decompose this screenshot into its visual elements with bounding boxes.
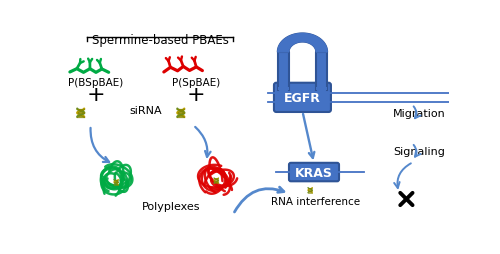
Bar — [278, 87, 288, 91]
Polygon shape — [278, 34, 327, 53]
Text: P(SpBAE): P(SpBAE) — [172, 78, 220, 88]
Text: +: + — [187, 84, 206, 104]
Text: Polyplexes: Polyplexes — [142, 201, 201, 211]
Bar — [316, 53, 327, 90]
Text: Signaling: Signaling — [394, 147, 446, 157]
Text: Migration: Migration — [393, 108, 446, 118]
Text: +: + — [87, 84, 106, 104]
FancyBboxPatch shape — [289, 163, 339, 182]
Text: Spermine-based PBAEs: Spermine-based PBAEs — [92, 34, 228, 47]
Bar — [316, 87, 327, 91]
Text: EGFR: EGFR — [284, 91, 321, 104]
FancyBboxPatch shape — [274, 83, 331, 113]
Text: siRNA: siRNA — [130, 105, 162, 115]
Bar — [278, 53, 288, 90]
Text: KRAS: KRAS — [295, 166, 333, 179]
Text: RNA interference: RNA interference — [271, 197, 360, 207]
Text: P(BSpBAE): P(BSpBAE) — [68, 78, 124, 88]
